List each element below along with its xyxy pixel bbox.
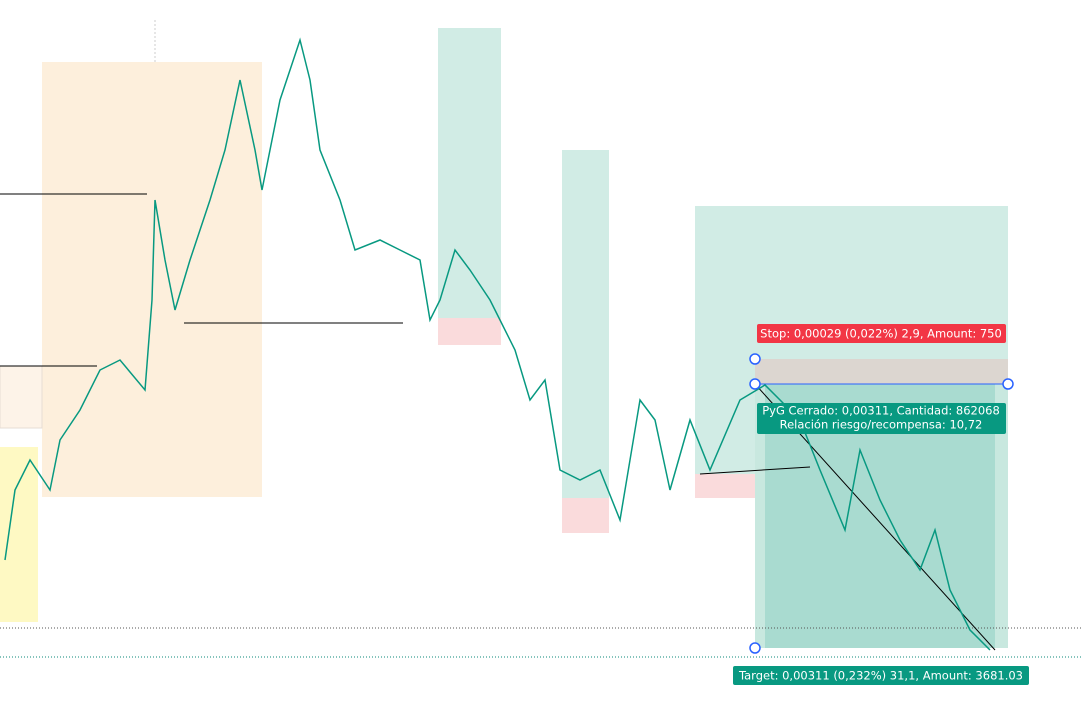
handle[interactable] [749, 353, 761, 365]
trade-path [699, 466, 811, 475]
stop-label-box [757, 324, 1006, 343]
handles [749, 353, 1014, 654]
position-stop [755, 359, 1008, 384]
price-series [4, 37, 991, 651]
stop-zone [438, 318, 501, 345]
ratio-label: Relación riesgo/recompensa: 10,72 [780, 418, 983, 432]
handle[interactable] [749, 378, 761, 390]
stop-label: Stop: 0,00029 (0,022%) 2,9, Amount: 750 [760, 327, 1002, 341]
handle[interactable] [1002, 378, 1014, 390]
target-label: Target: 0,00311 (0,232%) 31,1, Amount: 3… [738, 669, 1023, 683]
zone-small [0, 365, 43, 429]
zone-yellow [0, 447, 38, 622]
pnl-label: PyG Cerrado: 0,00311, Cantidad: 862068 [762, 404, 1000, 418]
target-zone [562, 150, 609, 498]
target-label-box [733, 666, 1029, 685]
pnl-label-box [757, 403, 1006, 434]
stop-zone [562, 498, 609, 533]
handle[interactable] [749, 642, 761, 654]
